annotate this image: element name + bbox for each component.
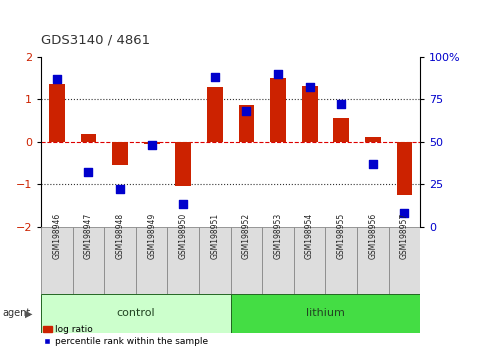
Bar — [231, 294, 420, 333]
Bar — [72, 227, 104, 294]
Text: GSM198950: GSM198950 — [179, 213, 188, 259]
Bar — [294, 227, 326, 294]
Text: GSM198948: GSM198948 — [115, 213, 125, 259]
Text: GSM198952: GSM198952 — [242, 213, 251, 259]
Bar — [144, 142, 159, 144]
Bar — [333, 118, 349, 142]
Text: GSM198946: GSM198946 — [52, 213, 61, 259]
Text: GSM198954: GSM198954 — [305, 213, 314, 259]
Bar — [136, 227, 168, 294]
Text: GSM198955: GSM198955 — [337, 213, 346, 259]
Bar — [104, 227, 136, 294]
Bar — [397, 142, 412, 195]
Bar — [389, 227, 420, 294]
Bar — [41, 294, 231, 333]
Text: GSM198953: GSM198953 — [273, 213, 283, 259]
Text: GSM198956: GSM198956 — [369, 213, 377, 259]
Point — [242, 108, 250, 114]
Text: GSM198951: GSM198951 — [210, 213, 219, 259]
Text: GSM198949: GSM198949 — [147, 213, 156, 259]
Legend: log ratio, percentile rank within the sample: log ratio, percentile rank within the sa… — [41, 324, 210, 348]
Bar — [357, 227, 389, 294]
Bar — [239, 105, 255, 142]
Text: agent: agent — [2, 308, 30, 318]
Bar — [270, 78, 286, 142]
Point — [116, 186, 124, 192]
Bar — [175, 142, 191, 186]
Text: GSM198957: GSM198957 — [400, 213, 409, 259]
Text: GDS3140 / 4861: GDS3140 / 4861 — [41, 33, 150, 46]
Point — [337, 101, 345, 107]
Point — [179, 202, 187, 207]
Bar — [41, 227, 72, 294]
Point — [306, 84, 313, 90]
Bar — [112, 142, 128, 165]
Bar — [302, 86, 317, 142]
Bar — [365, 137, 381, 142]
Bar — [231, 227, 262, 294]
Bar — [168, 227, 199, 294]
Bar — [262, 227, 294, 294]
Bar — [326, 227, 357, 294]
Point — [369, 161, 377, 166]
Text: lithium: lithium — [306, 308, 345, 318]
Point — [274, 71, 282, 76]
Bar — [207, 87, 223, 142]
Text: control: control — [116, 308, 155, 318]
Point — [148, 142, 156, 148]
Text: GSM198947: GSM198947 — [84, 213, 93, 259]
Point — [85, 169, 92, 175]
Bar — [199, 227, 231, 294]
Point — [211, 74, 219, 80]
Bar — [81, 134, 96, 142]
Point — [53, 76, 61, 81]
Point — [400, 210, 408, 216]
Text: ▶: ▶ — [25, 308, 33, 318]
Bar — [49, 84, 65, 142]
